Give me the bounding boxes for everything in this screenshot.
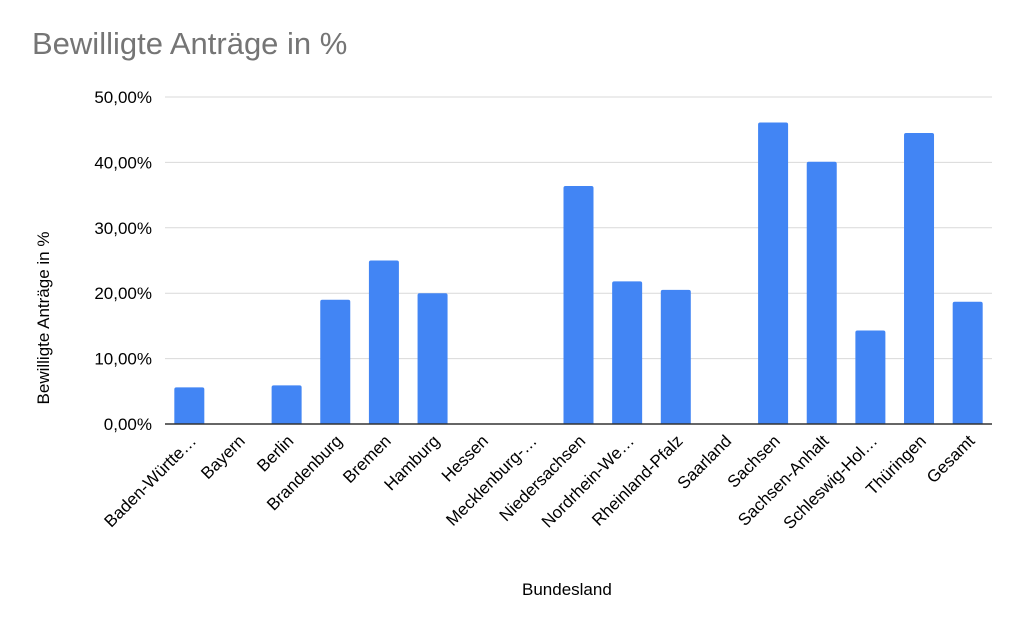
bar <box>417 293 448 424</box>
bar <box>174 387 205 424</box>
bar <box>758 122 789 425</box>
chart-title: Bewilligte Anträge in % <box>32 26 348 61</box>
bar <box>952 301 983 424</box>
y-axis-label: Bewilligte Anträge in % <box>34 231 53 405</box>
x-tick-label: Niedersachsen <box>496 431 590 525</box>
y-tick-label: 40,00% <box>94 153 152 172</box>
x-tick-label: Berlin <box>253 431 297 475</box>
x-tick-label: Bayern <box>197 431 249 483</box>
bar <box>904 132 935 424</box>
bar <box>660 289 691 424</box>
x-tick-label: Baden-Württe… <box>101 431 201 531</box>
bar <box>368 260 399 424</box>
y-tick-label: 20,00% <box>94 284 152 303</box>
x-tick-label: Gesamt <box>923 431 979 487</box>
x-tick-label: Rheinland-Pfalz <box>588 431 686 529</box>
y-tick-label: 10,00% <box>94 350 152 369</box>
bar <box>612 281 643 424</box>
bar <box>563 185 594 424</box>
bar <box>320 299 351 424</box>
y-tick-label: 0,00% <box>104 415 152 434</box>
bar <box>855 330 886 424</box>
x-axis-label: Bundesland <box>522 580 612 599</box>
y-tick-label: 30,00% <box>94 219 152 238</box>
y-tick-label: 50,00% <box>94 88 152 107</box>
bar <box>271 385 302 424</box>
x-tick-label: Saarland <box>674 431 736 493</box>
bar <box>806 161 837 424</box>
